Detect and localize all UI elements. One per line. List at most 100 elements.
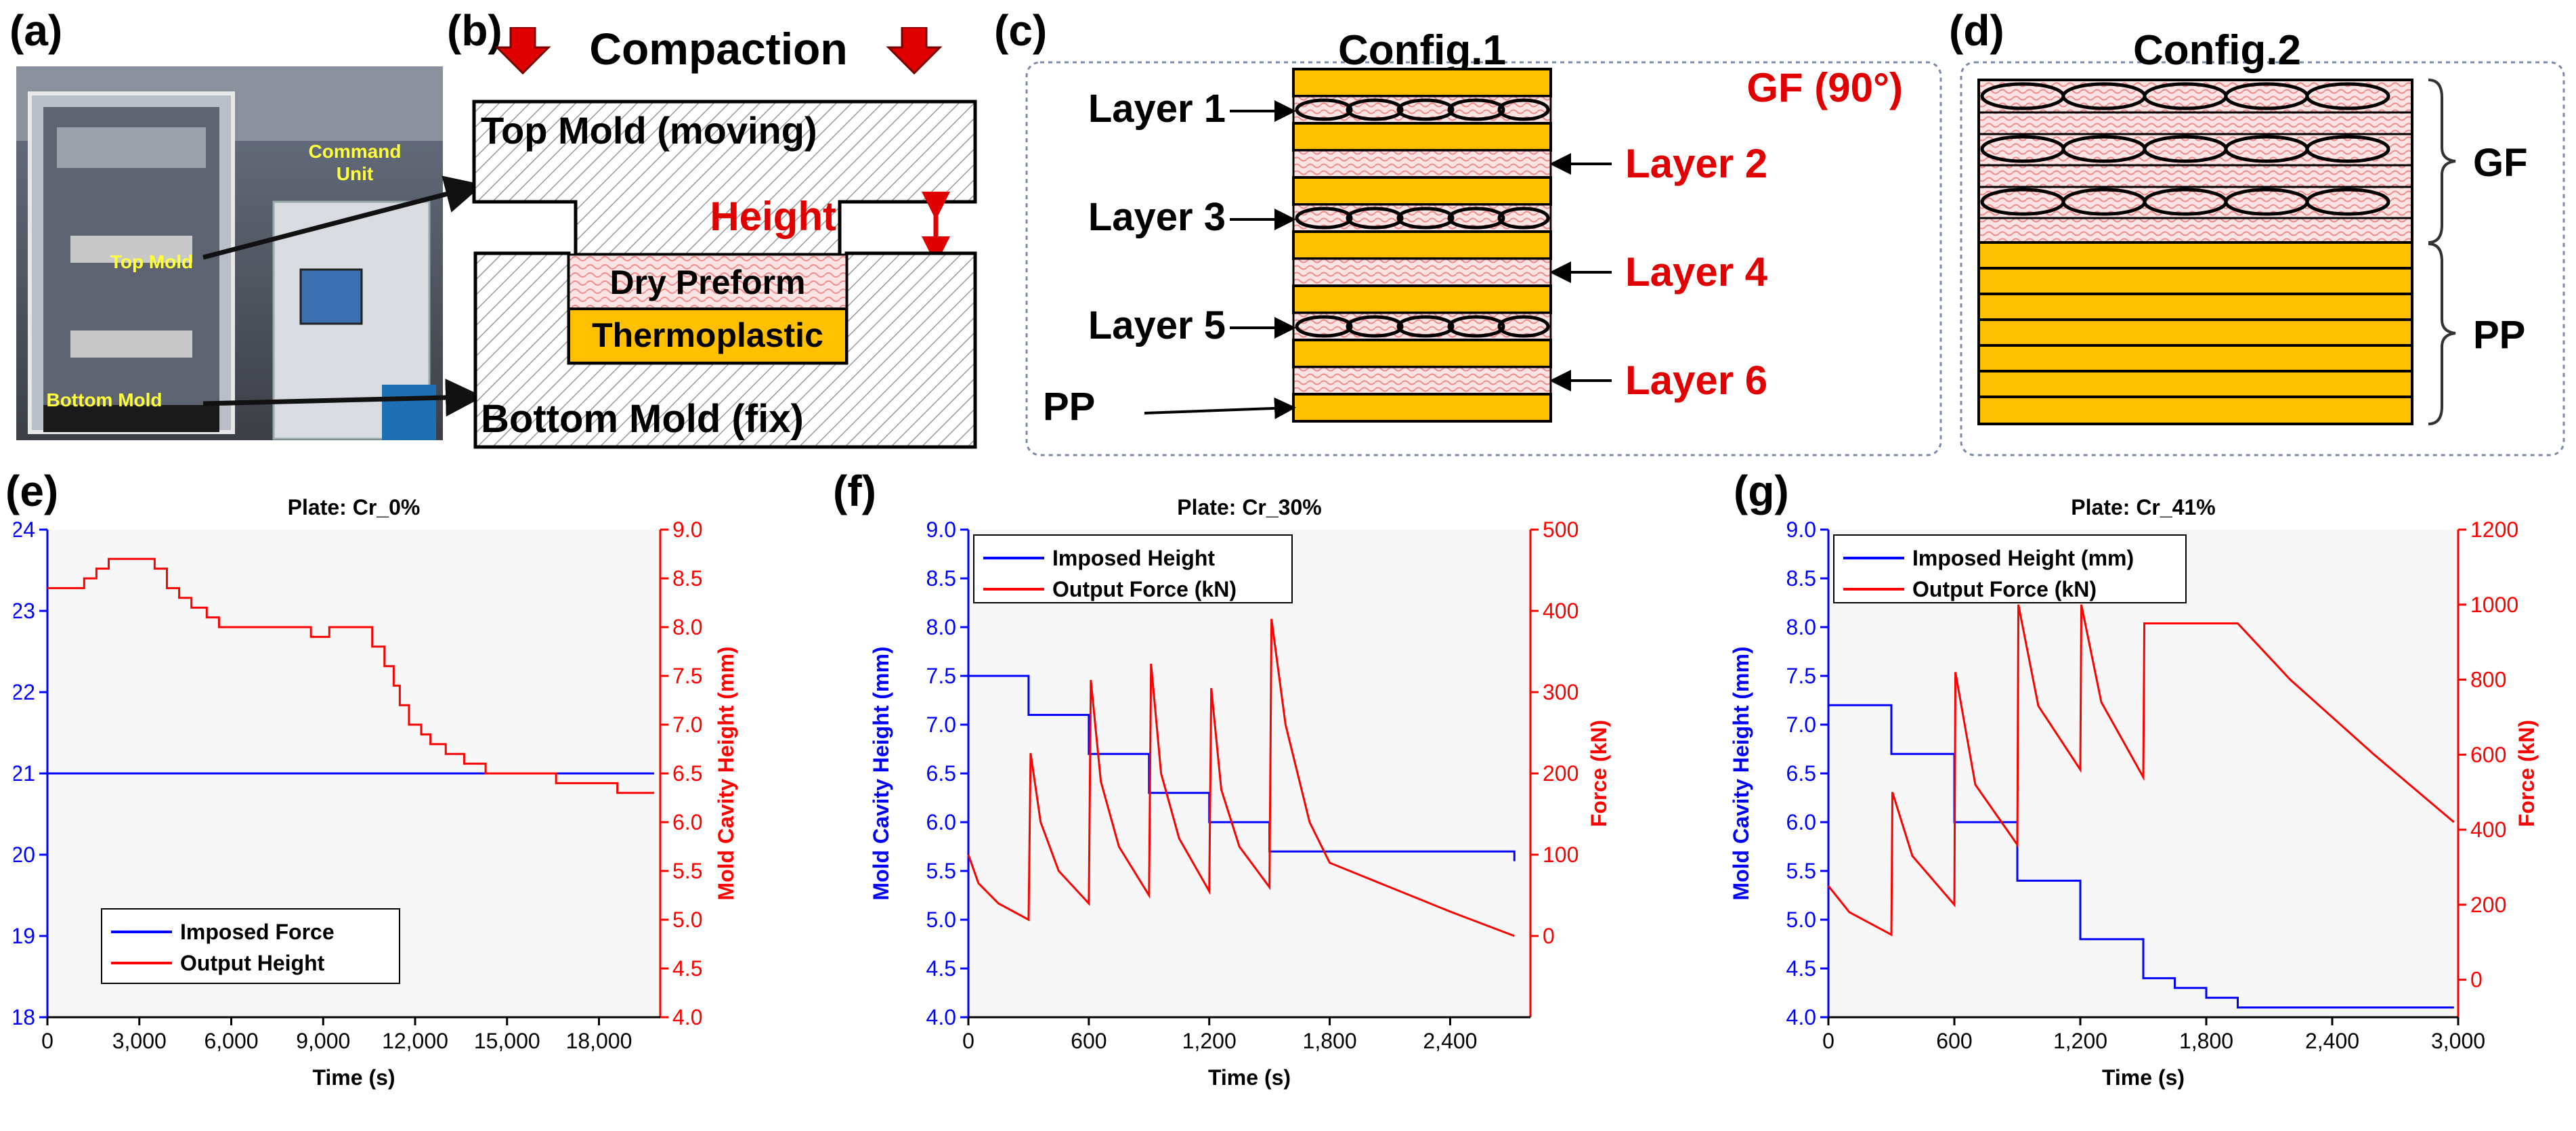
chart-legend: Imposed Force Output Height	[101, 908, 400, 984]
y-tick-label: 8.5	[1786, 566, 1816, 591]
chart-title: Plate: Cr_41%	[2071, 495, 2215, 519]
y-tick-label: 4.5	[1786, 956, 1816, 981]
config1-label-layer3: Layer 3	[1088, 195, 1226, 239]
chart-legend: Imposed Height (mm) Output Force (kN)	[1833, 534, 2187, 603]
plot-area: Plate: Cr_0%18192021222324Force (kN)4.04…	[14, 495, 738, 1090]
legend-label: Output Force (kN)	[1052, 577, 1237, 601]
legend-box	[1833, 534, 2187, 603]
config1-label-layer5: Layer 5	[1088, 303, 1226, 347]
y-tick-label: 4.0	[1786, 1005, 1816, 1029]
series-line-primary	[1828, 704, 2454, 1009]
chart-title: Plate: Cr_30%	[1177, 495, 1321, 519]
x-tick-label: 18,000	[566, 1029, 632, 1053]
y2-tick-label: 5.5	[672, 859, 702, 883]
config1-label-layer1: Layer 1	[1088, 87, 1226, 131]
x-tick-label: 1,800	[1303, 1029, 1357, 1053]
y-tick-label: 5.5	[926, 859, 956, 883]
x-tick-label: 1,800	[2179, 1029, 2233, 1053]
config1-label-layer2: Layer 2	[1625, 141, 1767, 186]
x-tick-label: 2,400	[2305, 1029, 2359, 1053]
config2-title: Config.2	[2133, 27, 2301, 74]
y-tick-label: 20	[14, 842, 35, 867]
config2-frame	[1960, 61, 2565, 456]
y2-tick-label: 300	[1543, 680, 1579, 704]
photo-top-mold: Top Mold	[110, 251, 193, 272]
config2-stack	[1977, 79, 2413, 425]
y-tick-label: 9.0	[926, 517, 956, 542]
config2-gf-label: GF	[2473, 141, 2528, 185]
mold-schematic: Compaction Top Mold (moving) Height Dry …	[472, 27, 977, 449]
y2-tick-label: 200	[2470, 893, 2506, 917]
y-tick-label: 6.0	[1786, 810, 1816, 834]
series-line-secondary	[1827, 604, 2455, 937]
bottom-mold-label: Bottom Mold (fix)	[481, 397, 804, 441]
y2-tick-label: 0	[1543, 924, 1555, 948]
legend-label: Imposed Height	[1052, 546, 1215, 570]
panel-label-c: (c)	[994, 6, 1048, 55]
y-tick-label: 4.0	[926, 1005, 956, 1029]
panel-label-a: (a)	[9, 6, 63, 55]
x-tick-label: 6,000	[204, 1029, 258, 1053]
y-tick-label: 19	[14, 924, 35, 948]
y2-tick-label: 500	[1543, 517, 1579, 542]
y-tick-label: 7.5	[926, 664, 956, 688]
plot-area: Plate: Cr_41% 4.0 4.5 5.0 5.5 6.0 6.5 7.0 7.5 8.0…	[1729, 495, 2539, 1090]
y2-tick-label: 9.0	[672, 517, 702, 542]
y2-tick-label: 100	[1543, 842, 1579, 867]
y-axis-label: Mold Cavity Height (mm)	[1729, 646, 1753, 900]
config2-pp-brace	[2428, 242, 2456, 425]
y-tick-label: 5.0	[926, 908, 956, 932]
x-tick-label: 12,000	[382, 1029, 448, 1053]
y2-tick-label: 6.5	[672, 761, 702, 786]
x-tick-label: 0	[962, 1029, 974, 1053]
y-tick-label: 8.0	[1786, 615, 1816, 639]
machine-photo: Command Unit Top Mold Bottom Mold	[16, 66, 443, 440]
y-tick-label: 6.5	[1786, 761, 1816, 786]
panel-label-f: (f)	[833, 467, 876, 515]
dry-preform	[567, 253, 848, 310]
series-line-secondary	[47, 557, 654, 794]
svg-text:Unit: Unit	[337, 163, 373, 184]
compaction-label: Compaction	[589, 27, 847, 74]
y2-tick-label: 7.5	[672, 664, 702, 688]
top-mold-label: Top Mold (moving)	[481, 109, 817, 152]
x-tick-label: 0	[1822, 1029, 1834, 1053]
legend-label: Output Force (kN)	[1912, 577, 2097, 601]
y-tick-label: 21	[14, 761, 35, 786]
y-tick-label: 22	[14, 680, 35, 704]
y2-tick-label: 8.5	[672, 566, 702, 591]
y-tick-label: 9.0	[1786, 517, 1816, 542]
config1-gf-label: GF (90°)	[1746, 65, 1903, 110]
y-axis-label: Mold Cavity Height (mm)	[869, 646, 893, 900]
x-axis-label: Time (s)	[312, 1065, 395, 1090]
config1-stack	[1292, 68, 1552, 423]
chart-legend: Imposed Height Output Force (kN)	[973, 534, 1293, 603]
dry-preform-label: Dry Preform	[610, 263, 806, 301]
series-line-secondary	[967, 618, 1515, 937]
y2-tick-label: 8.0	[672, 615, 702, 639]
y-tick-label: 24	[14, 517, 35, 542]
x-tick-label: 15,000	[474, 1029, 540, 1053]
y-tick-label: 7.5	[1786, 664, 1816, 688]
compaction-arrow-left	[494, 27, 551, 75]
config2-gf-brace	[2428, 79, 2456, 244]
plot-area: Plate: Cr_30% 4.0 4.5 5.0 5.5 6.0 6.5 7.0 7.5 8.0…	[869, 495, 1611, 1090]
x-tick-label: 1,200	[2053, 1029, 2107, 1053]
y2-axis-label: Force (kN)	[1587, 720, 1611, 827]
photo-command-unit: Command	[309, 141, 402, 162]
y2-tick-label: 4.5	[672, 956, 702, 981]
photo-bottom-mold: Bottom Mold	[46, 389, 162, 410]
y-tick-label: 5.0	[1786, 908, 1816, 932]
y-tick-label: 6.5	[926, 761, 956, 786]
y2-tick-label: 400	[1543, 599, 1579, 623]
y2-tick-label: 1000	[2470, 593, 2518, 617]
y-tick-label: 23	[14, 599, 35, 623]
panel-label-g: (g)	[1734, 467, 1789, 515]
y2-tick-label: 6.0	[672, 810, 702, 834]
chart-title: Plate: Cr_0%	[288, 495, 421, 519]
compaction-arrow-right	[886, 27, 943, 75]
y-tick-label: 8.0	[926, 615, 956, 639]
y2-tick-label: 7.0	[672, 712, 702, 737]
panel-label-d: (d)	[1949, 6, 2004, 55]
config2-diagram: Config.2 GF PP	[1960, 27, 2565, 456]
